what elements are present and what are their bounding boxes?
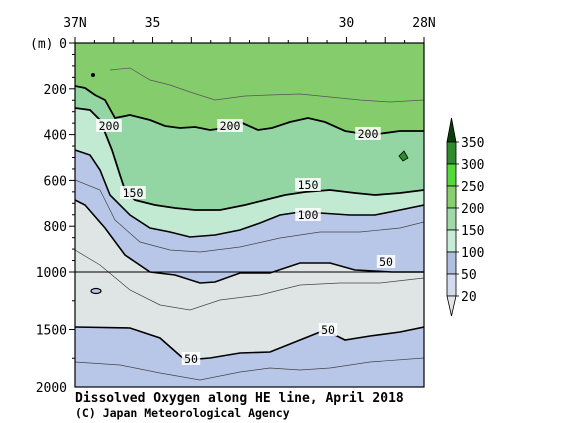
colorbar-cell	[446, 141, 457, 165]
colorbar-tick-label: 50	[461, 268, 477, 283]
contour-label-bg	[376, 255, 396, 268]
contour-line-50-lower	[75, 326, 424, 361]
colorbar-cell	[446, 273, 457, 297]
contour-label-bg	[120, 186, 146, 199]
contour-label-bg	[96, 119, 122, 132]
contour-label-bg	[295, 208, 321, 221]
contour-line-minor	[75, 179, 424, 253]
plot-area	[75, 43, 424, 387]
contour-label: 50	[379, 255, 393, 269]
y-tick-label: 1000	[36, 266, 67, 281]
y-tick-label: 800	[44, 220, 67, 235]
colorbar-tick-label: 100	[461, 246, 484, 261]
y-tick-label: 400	[44, 129, 67, 144]
contour-island	[90, 287, 102, 295]
contour-line-minor	[75, 357, 424, 381]
contour-label-bg	[295, 178, 321, 191]
y-tick-label: 200	[44, 83, 67, 98]
x-tick-label: 37N	[63, 16, 86, 31]
contour-label: 150	[298, 178, 319, 192]
chart-title: Dissolved Oxygen along HE line, April 20…	[75, 391, 404, 406]
contour-label-bg	[217, 119, 243, 132]
contour-line-50-upper	[75, 199, 424, 284]
chart-credit: (C) Japan Meteorological Agency	[75, 406, 290, 420]
contour-label: 200	[358, 127, 379, 141]
contour-label: 100	[298, 208, 319, 222]
colorbar-cap-top	[446, 117, 457, 143]
contour-line-100	[75, 149, 424, 238]
y-axis-unit-label: (m)	[30, 37, 53, 52]
contour-label-bg	[318, 323, 338, 336]
colorbar-cell	[446, 207, 457, 231]
colorbar-cell	[446, 251, 457, 275]
colorbar-cell	[446, 185, 457, 209]
contour-island	[91, 73, 95, 77]
colorbar-cell	[446, 163, 457, 187]
y-axis: 0 200 400 600 800 1000 1500 2000	[36, 37, 75, 396]
y-tick-label: 2000	[36, 381, 67, 396]
x-axis: 37N 35 30 28N	[63, 16, 436, 43]
y-tick-label: 0	[59, 37, 67, 52]
x-tick-label: 28N	[412, 16, 435, 31]
contour-line-minor	[75, 249, 424, 311]
y-tick-label: 1500	[36, 324, 67, 339]
x-tick-label: 35	[145, 16, 161, 31]
colorbar-tick-label: 200	[461, 202, 484, 217]
contour-band-over-200	[75, 43, 424, 135]
contour-label: 50	[321, 323, 335, 337]
colorbar: 350 300 250 200 150 100 50 20	[446, 117, 484, 317]
contour-label: 200	[99, 119, 120, 133]
contour-label: 150	[123, 186, 144, 200]
contour-label: 200	[220, 119, 241, 133]
contour-label: 50	[184, 352, 198, 366]
contour-line-minor	[109, 67, 424, 103]
y-tick-label: 600	[44, 174, 67, 189]
colorbar-tick-label: 300	[461, 158, 484, 173]
colorbar-tick-label: 350	[461, 136, 484, 151]
colorbar-cell	[446, 229, 457, 253]
contour-labels: 200 200 200 150 150 100 50 50 50	[96, 119, 396, 366]
contour-band-50-100-lower	[75, 327, 424, 387]
contour-island	[398, 150, 409, 162]
contour-label-bg	[181, 352, 201, 365]
colorbar-tick-label: 20	[461, 290, 477, 305]
colorbar-cap-bottom	[446, 295, 457, 317]
colorbar-tick-label: 150	[461, 224, 484, 239]
colorbar-tick-label: 250	[461, 180, 484, 195]
contour-label-bg	[355, 127, 381, 140]
contour-line-150	[75, 107, 424, 211]
x-tick-label: 30	[339, 16, 355, 31]
